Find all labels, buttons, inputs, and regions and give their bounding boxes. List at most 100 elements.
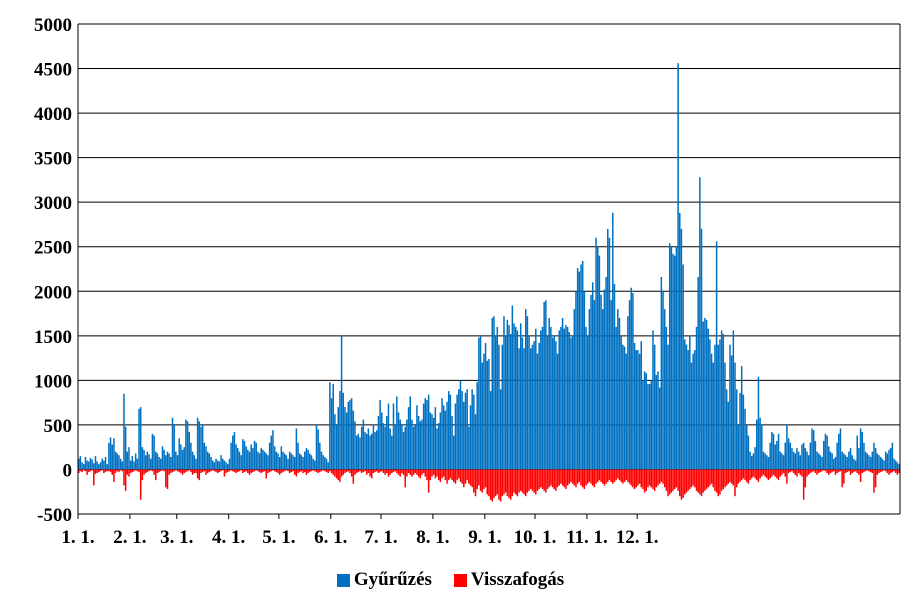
bar xyxy=(362,469,365,473)
legend-swatch-gyuruzes xyxy=(336,573,350,587)
bar xyxy=(226,469,229,473)
bar xyxy=(91,459,93,470)
bar xyxy=(431,414,433,470)
bar xyxy=(725,389,728,470)
bar xyxy=(578,271,581,470)
bar xyxy=(489,391,492,470)
bar xyxy=(247,469,249,474)
bar xyxy=(310,469,313,472)
bar xyxy=(796,469,798,477)
bar xyxy=(814,440,817,470)
bar xyxy=(283,469,286,472)
bar xyxy=(625,469,627,481)
bar xyxy=(687,469,689,491)
bar xyxy=(714,469,716,491)
bar xyxy=(615,469,617,481)
bar xyxy=(576,268,579,470)
bar xyxy=(677,63,679,470)
bar xyxy=(290,453,293,470)
bar xyxy=(545,300,547,470)
bar xyxy=(258,453,261,470)
bar xyxy=(635,469,637,488)
bar xyxy=(449,469,452,479)
bar xyxy=(468,426,470,470)
bar xyxy=(382,469,385,474)
bar xyxy=(119,469,122,471)
bar xyxy=(503,316,505,470)
bar xyxy=(93,463,95,470)
bar xyxy=(709,339,711,470)
bar xyxy=(854,460,857,470)
bar xyxy=(417,469,420,477)
bar xyxy=(263,469,266,472)
bar xyxy=(208,453,211,470)
bar xyxy=(255,469,257,471)
bar xyxy=(747,435,750,470)
bar xyxy=(464,469,467,484)
bar xyxy=(655,469,658,488)
bar xyxy=(826,469,828,474)
bar xyxy=(149,458,152,470)
bar xyxy=(494,335,497,470)
bar xyxy=(744,469,746,481)
bar xyxy=(298,453,301,470)
bar xyxy=(195,469,197,474)
bar xyxy=(101,469,103,471)
y-tick-label: 1500 xyxy=(34,327,72,348)
bar xyxy=(729,344,731,470)
bar xyxy=(603,289,606,470)
bar xyxy=(106,469,108,472)
bar xyxy=(325,458,328,470)
bar xyxy=(543,301,545,470)
bar xyxy=(461,391,463,470)
bar xyxy=(735,389,738,470)
bar xyxy=(740,366,743,470)
bar xyxy=(605,469,607,484)
x-tick-label: 4. 1. xyxy=(212,527,245,548)
bar xyxy=(538,469,540,490)
bar xyxy=(751,456,753,470)
bar xyxy=(766,455,768,470)
bar xyxy=(756,419,758,470)
bar xyxy=(828,446,830,470)
bar xyxy=(293,469,296,475)
legend-item-visszafogas: Visszafogás xyxy=(453,569,564,591)
bar xyxy=(812,430,815,470)
bar xyxy=(330,398,333,470)
bar xyxy=(218,461,221,470)
bar xyxy=(705,469,708,490)
bar xyxy=(496,469,499,495)
bar xyxy=(712,469,715,488)
bar xyxy=(128,447,130,470)
bar xyxy=(345,412,348,470)
bar xyxy=(397,469,400,475)
bar xyxy=(302,469,304,474)
bar xyxy=(228,469,231,472)
bar xyxy=(742,394,745,470)
bar xyxy=(88,469,90,473)
bar xyxy=(265,469,268,479)
bar xyxy=(689,335,691,470)
bar xyxy=(273,469,276,472)
bar xyxy=(424,398,427,470)
bar xyxy=(853,458,855,470)
bar xyxy=(789,469,792,473)
bar xyxy=(431,469,433,477)
bar xyxy=(822,440,825,470)
bar xyxy=(397,412,400,470)
bar xyxy=(170,469,172,474)
bar xyxy=(447,469,450,481)
bar xyxy=(551,337,554,470)
bar xyxy=(801,444,803,470)
bar xyxy=(769,469,771,479)
bar xyxy=(879,456,882,470)
bar xyxy=(791,469,793,472)
bar xyxy=(374,432,376,470)
bar xyxy=(608,237,611,470)
bar xyxy=(615,326,617,470)
bar xyxy=(747,469,750,484)
bar xyxy=(571,335,574,470)
bar xyxy=(817,469,820,474)
bar xyxy=(596,246,599,470)
bar xyxy=(878,469,880,474)
